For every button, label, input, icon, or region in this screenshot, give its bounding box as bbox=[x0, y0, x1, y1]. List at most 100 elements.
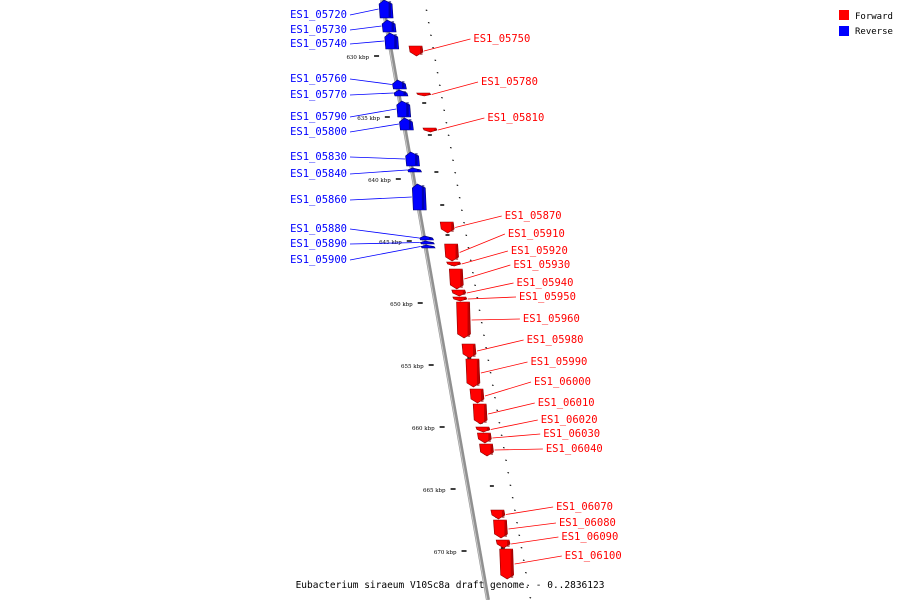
forward-gene-leader bbox=[476, 339, 524, 352]
forward-gene-block[interactable] bbox=[479, 443, 494, 457]
forward-gene-label[interactable]: ES1_05940 bbox=[517, 277, 574, 289]
reverse-gene-label[interactable]: ES1_05800 bbox=[290, 126, 347, 138]
gene-block-shade bbox=[427, 94, 431, 95]
gene-block-shade bbox=[480, 390, 484, 402]
axis-tick-label: 655 kbp bbox=[401, 364, 424, 370]
forward-gene-block[interactable] bbox=[495, 539, 511, 549]
forward-gene-leader bbox=[471, 318, 520, 321]
forward-gene-label[interactable]: ES1_05750 bbox=[473, 33, 530, 45]
minor-tick bbox=[509, 484, 512, 486]
forward-gene-block[interactable] bbox=[439, 221, 455, 234]
reverse-gene-label[interactable]: ES1_05890 bbox=[290, 238, 347, 250]
reverse-gene-leader bbox=[349, 92, 394, 96]
reverse-gene-label[interactable]: ES1_05830 bbox=[290, 151, 347, 163]
forward-gene-label[interactable]: ES1_05960 bbox=[523, 313, 580, 325]
forward-gene-block[interactable] bbox=[416, 92, 432, 97]
gene-features bbox=[378, 0, 514, 580]
gene-block-shade bbox=[401, 81, 405, 88]
reverse-gene-label[interactable]: ES1_05770 bbox=[290, 89, 347, 101]
forward-gene-block[interactable] bbox=[469, 388, 485, 404]
reverse-gene-block[interactable] bbox=[420, 244, 436, 249]
forward-gene-label[interactable]: ES1_05910 bbox=[508, 228, 565, 240]
minor-tick bbox=[434, 59, 437, 61]
reverse-gene-block[interactable] bbox=[419, 240, 435, 245]
forward-gene-block[interactable] bbox=[461, 343, 477, 359]
forward-gene-block[interactable] bbox=[448, 268, 464, 290]
forward-gene-label[interactable]: ES1_06080 bbox=[559, 517, 616, 529]
forward-gene-block[interactable] bbox=[472, 403, 488, 425]
minor-tick bbox=[527, 584, 530, 586]
forward-gene-label[interactable]: ES1_06000 bbox=[534, 376, 591, 388]
reverse-gene-label[interactable]: ES1_05760 bbox=[290, 73, 347, 85]
axis-tick-label: 670 kbp bbox=[434, 550, 457, 556]
forward-gene-label[interactable]: ES1_05950 bbox=[519, 291, 576, 303]
forward-gene-label[interactable]: ES1_06090 bbox=[561, 531, 618, 543]
forward-gene-label[interactable]: ES1_06040 bbox=[546, 443, 603, 455]
gene-block-shade bbox=[484, 405, 487, 423]
forward-legend-label: Forward bbox=[855, 12, 893, 22]
forward-gene-leader bbox=[494, 448, 543, 451]
gene-block-shade bbox=[455, 245, 459, 260]
forward-gene-label[interactable]: ES1_05920 bbox=[511, 245, 568, 257]
reverse-gene-label[interactable]: ES1_05730 bbox=[290, 24, 347, 36]
minor-tick bbox=[456, 184, 459, 186]
reverse-gene-leader bbox=[349, 242, 420, 245]
forward-gene-block[interactable] bbox=[490, 509, 506, 520]
forward-gene-block[interactable] bbox=[452, 296, 468, 302]
forward-gene-label[interactable]: ES1_06030 bbox=[543, 428, 600, 440]
minor-tick bbox=[513, 509, 516, 511]
minor-tick bbox=[522, 559, 525, 561]
gene-block-shade bbox=[394, 34, 397, 48]
minor-tick bbox=[458, 197, 461, 199]
minor-tick bbox=[425, 9, 428, 11]
forward-gene-block[interactable] bbox=[446, 261, 462, 267]
forward-gene-block[interactable] bbox=[444, 243, 459, 262]
forward-gene-block[interactable] bbox=[465, 358, 481, 388]
reverse-gene-label[interactable]: ES1_05900 bbox=[290, 254, 347, 266]
reverse-gene-label[interactable]: ES1_05720 bbox=[290, 9, 347, 21]
forward-gene-label[interactable]: ES1_06070 bbox=[556, 501, 613, 513]
forward-gene-label[interactable]: ES1_05810 bbox=[487, 112, 544, 124]
gene-block-shade bbox=[460, 270, 463, 288]
reverse-gene-label[interactable]: ES1_05840 bbox=[290, 168, 347, 180]
minor-tick bbox=[525, 572, 527, 574]
forward-legend-swatch bbox=[839, 10, 849, 20]
forward-gene-leader bbox=[508, 522, 556, 530]
forward-gene-leader bbox=[484, 381, 532, 397]
minor-tick bbox=[487, 359, 490, 361]
forward-gene-label[interactable]: ES1_05980 bbox=[527, 334, 584, 346]
genome-backbone bbox=[380, 0, 490, 600]
forward-gene-label[interactable]: ES1_05780 bbox=[481, 76, 538, 88]
reverse-gene-label[interactable]: ES1_05740 bbox=[290, 38, 347, 50]
minor-tick bbox=[518, 534, 521, 536]
minor-tick bbox=[491, 384, 494, 386]
forward-gene-block[interactable] bbox=[493, 519, 508, 539]
forward-gene-label[interactable]: ES1_05930 bbox=[513, 259, 570, 271]
reverse-gene-label[interactable]: ES1_05880 bbox=[290, 223, 347, 235]
minor-tick bbox=[496, 409, 499, 411]
gene-block-shade bbox=[391, 21, 395, 31]
axis-tick-label: 635 kbp bbox=[357, 116, 380, 122]
forward-gene-block[interactable] bbox=[477, 432, 492, 444]
forward-gene-block[interactable] bbox=[456, 301, 471, 339]
minor-tick bbox=[511, 497, 514, 499]
forward-gene-leader bbox=[505, 506, 554, 515]
forward-gene-label[interactable]: ES1_06020 bbox=[541, 414, 598, 426]
forward-gene-label[interactable]: ES1_05870 bbox=[505, 210, 562, 222]
forward-gene-label[interactable]: ES1_06010 bbox=[538, 397, 595, 409]
forward-gene-block[interactable] bbox=[499, 548, 514, 580]
forward-gene-block[interactable] bbox=[408, 45, 424, 57]
forward-gene-block[interactable] bbox=[451, 289, 467, 297]
forward-gene-block[interactable] bbox=[475, 426, 491, 433]
forward-gene-block[interactable] bbox=[422, 127, 438, 133]
forward-gene-leader bbox=[514, 555, 562, 565]
genome-caption: Eubacterium siraeum V10Sc8a draft genome… bbox=[296, 580, 605, 591]
reverse-gene-label[interactable]: ES1_05860 bbox=[290, 194, 347, 206]
axis-tick-label: 630 kbp bbox=[346, 55, 369, 61]
gene-block-shade bbox=[430, 246, 434, 247]
forward-gene-leader bbox=[492, 433, 541, 439]
minor-tick bbox=[529, 597, 532, 599]
forward-gene-label[interactable]: ES1_05990 bbox=[530, 356, 587, 368]
forward-gene-label[interactable]: ES1_06100 bbox=[565, 550, 622, 562]
reverse-gene-label[interactable]: ES1_05790 bbox=[290, 111, 347, 123]
